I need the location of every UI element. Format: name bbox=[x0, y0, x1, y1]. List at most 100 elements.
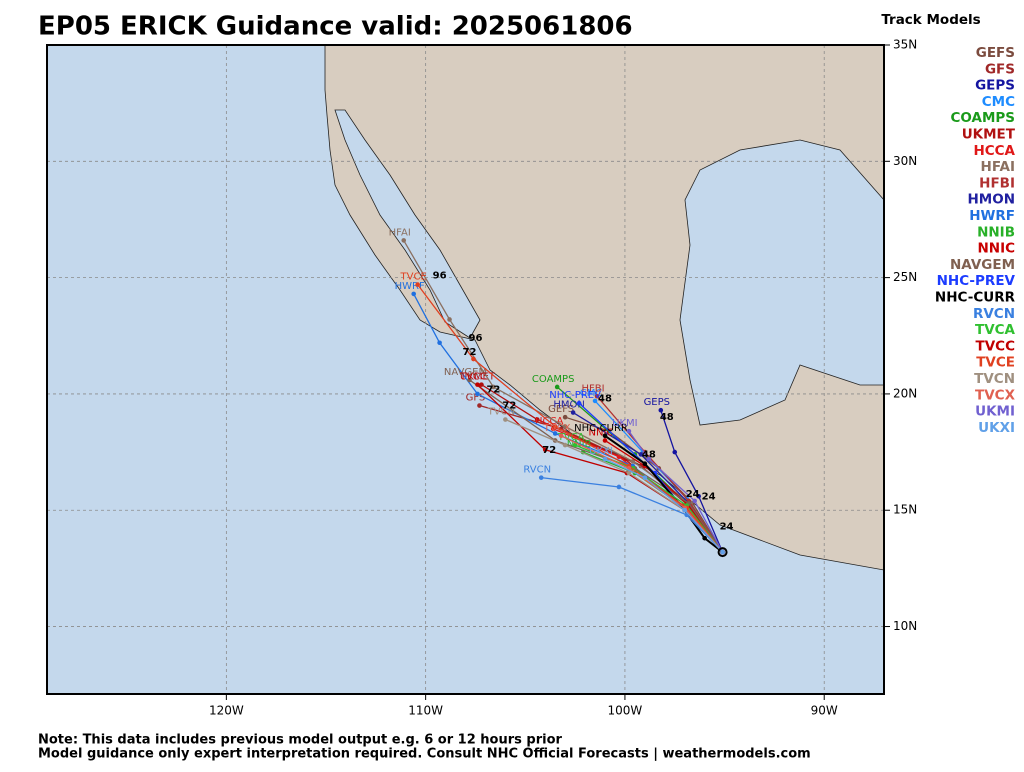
track-line bbox=[628, 430, 724, 553]
track-point bbox=[554, 384, 560, 390]
track-point bbox=[642, 475, 648, 480]
track-end-label: NNIC bbox=[589, 427, 614, 438]
track-point bbox=[475, 382, 480, 387]
track-point bbox=[638, 452, 644, 457]
track-end-label: HFAI bbox=[389, 227, 411, 238]
track-line bbox=[417, 284, 724, 553]
track-point bbox=[471, 356, 476, 362]
track-line bbox=[660, 410, 724, 553]
legend-entry: COAMPS bbox=[950, 110, 1015, 126]
lat-label: 10N bbox=[893, 619, 917, 633]
hour-label: 96 bbox=[433, 270, 447, 281]
legend-entry: UKXI bbox=[978, 420, 1015, 436]
track-point bbox=[642, 461, 648, 467]
track-point bbox=[475, 391, 480, 397]
track-point bbox=[672, 449, 678, 455]
track-point bbox=[415, 282, 420, 287]
note: Note: This data includes previous model … bbox=[38, 733, 563, 748]
legend-entry: HMON bbox=[967, 192, 1015, 208]
gulf-of-california bbox=[334, 109, 481, 339]
legend-entry: HFAI bbox=[981, 159, 1015, 175]
track-end-label: GEFS bbox=[548, 404, 574, 415]
note: Model guidance only expert interpretatio… bbox=[38, 747, 811, 762]
track-point bbox=[646, 456, 652, 462]
track-point bbox=[602, 438, 608, 443]
track-point bbox=[503, 417, 508, 422]
legend-entry: TVCN bbox=[974, 371, 1015, 387]
legend-entry: RVCN bbox=[973, 306, 1015, 322]
lon-label: 90W bbox=[811, 704, 838, 718]
track-point bbox=[682, 507, 688, 513]
track-point bbox=[562, 414, 568, 420]
lon-label: 110W bbox=[408, 704, 443, 718]
track-point bbox=[552, 431, 558, 436]
track-point bbox=[626, 470, 632, 476]
title: EP05 ERICK Guidance valid: 2025061806 bbox=[38, 12, 633, 42]
track-point bbox=[720, 549, 725, 555]
track-end-label: UKMI bbox=[612, 418, 637, 429]
track-end-label: GEPS bbox=[644, 397, 670, 408]
legend-entry: NNIC bbox=[977, 241, 1015, 257]
track-point bbox=[602, 433, 608, 439]
track-point bbox=[542, 447, 548, 453]
legend-entry: UKMET bbox=[962, 127, 1016, 143]
track-point bbox=[401, 238, 407, 243]
track-point bbox=[411, 291, 416, 297]
legend-entry: NHC-CURR bbox=[935, 290, 1016, 306]
lat-label: 20N bbox=[893, 386, 917, 400]
track-end-label: CMC bbox=[580, 388, 603, 399]
lon-label: 100W bbox=[608, 704, 643, 718]
track-point bbox=[477, 403, 482, 408]
track-point bbox=[658, 407, 664, 413]
legend-entry: GEFS bbox=[976, 45, 1015, 61]
track-end-label: NAVGEM bbox=[444, 367, 487, 378]
legend-entry: NHC-PREV bbox=[937, 273, 1016, 289]
legend-entry: TVCA bbox=[975, 322, 1016, 338]
track-point bbox=[702, 535, 707, 541]
track-point bbox=[558, 433, 564, 439]
legend-entry: TVCE bbox=[976, 355, 1015, 371]
track-point bbox=[572, 442, 578, 448]
legend-entry: HWRF bbox=[969, 208, 1015, 224]
track-point bbox=[602, 456, 608, 462]
legend-entry: NNIB bbox=[977, 224, 1015, 240]
track-line bbox=[604, 458, 724, 553]
track-end-label: TVCA bbox=[557, 432, 585, 443]
lat-label: 25N bbox=[893, 270, 917, 284]
hour-label: 72 bbox=[542, 445, 556, 456]
legend-entry: UKMI bbox=[975, 404, 1015, 420]
track-point bbox=[538, 475, 544, 480]
hour-label: 24 bbox=[720, 522, 734, 533]
legend-entry: TVCX bbox=[975, 387, 1016, 403]
legend-entry: GFS bbox=[985, 61, 1015, 77]
track-point bbox=[630, 459, 636, 464]
track-point bbox=[447, 317, 452, 322]
track-end-label: HWRF bbox=[395, 281, 425, 292]
hour-label: 24 bbox=[702, 491, 716, 502]
hour-label: 24 bbox=[686, 489, 700, 500]
hour-label: 48 bbox=[660, 412, 674, 423]
legend-entry: GEPS bbox=[975, 78, 1015, 94]
track-point bbox=[534, 417, 540, 422]
track-point bbox=[467, 377, 472, 383]
track-line bbox=[596, 395, 724, 553]
track-line bbox=[541, 477, 724, 553]
track-end-label: TVCE bbox=[400, 272, 427, 283]
frame bbox=[46, 44, 885, 695]
track-end-label: NHC-CURR bbox=[574, 423, 628, 434]
track-end-label: TVCN bbox=[487, 407, 515, 418]
hour-label: 48 bbox=[642, 449, 656, 460]
track-end-label: UKXI bbox=[589, 446, 613, 457]
hour-label: 96 bbox=[469, 333, 483, 344]
track-end-label: HFBI bbox=[581, 383, 604, 394]
track-end-label: COAMPS bbox=[532, 374, 575, 385]
track-end-label: GFS bbox=[466, 393, 486, 404]
track-point bbox=[594, 393, 600, 399]
track-point bbox=[552, 424, 558, 429]
legend-entry: HCCA bbox=[973, 143, 1015, 159]
legend-entry: NAVGEM bbox=[950, 257, 1015, 273]
lon-label: 120W bbox=[209, 704, 244, 718]
